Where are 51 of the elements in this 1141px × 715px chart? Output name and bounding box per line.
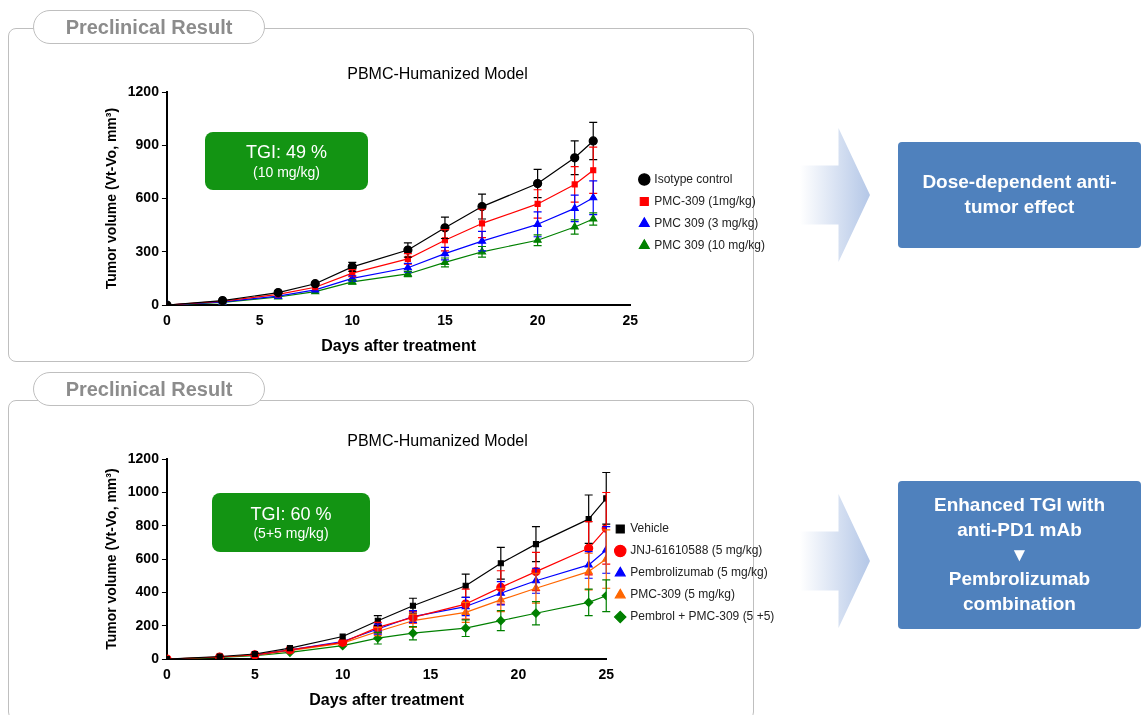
x-tick-label: 5 xyxy=(255,312,264,329)
annotation: (10 mg/kg) xyxy=(253,163,320,181)
y-tick-label: 400 xyxy=(135,583,160,600)
x-tick-label: 10 xyxy=(344,312,361,329)
y-axis-title: Tumor volume (Vt-Vo, mm³) xyxy=(103,468,120,650)
x-tick-label: 0 xyxy=(163,312,172,329)
x-tick-label: 5 xyxy=(250,666,259,683)
x-axis-title: Days after treatment xyxy=(309,690,465,708)
x-tick-label: 20 xyxy=(529,312,546,329)
x-tick-label: 15 xyxy=(437,312,453,329)
legend-label: PMC-309 (1mg/kg) xyxy=(654,193,756,208)
annotation: TGI: 60 % xyxy=(250,502,332,525)
callout-box: TGI: 49 % (10 mg/kg) xyxy=(205,132,368,190)
legend-label: Pembrol + PMC-309 (5 +5) xyxy=(630,609,775,624)
y-tick-label: 200 xyxy=(135,616,160,633)
text: Enhanced TGI with anti-PD1 mAb xyxy=(933,493,1106,542)
y-tick-label: 600 xyxy=(135,549,160,566)
y-tick-label: 0 xyxy=(151,649,160,666)
y-tick-label: 0 xyxy=(151,295,160,312)
callout-box: TGI: 60 % (5+5 mg/kg) xyxy=(212,493,370,552)
y-tick-label: 1200 xyxy=(127,83,160,100)
annotation: TGI: 49 % xyxy=(245,141,328,164)
x-tick-label: 20 xyxy=(510,666,527,683)
x-tick-label: 0 xyxy=(163,666,172,683)
y-tick-label: 1200 xyxy=(127,450,160,467)
x-tick-label: 25 xyxy=(622,312,639,329)
y-tick-label: 300 xyxy=(135,242,160,259)
legend-label: PMC 309 (10 mg/kg) xyxy=(654,237,766,252)
y-axis-title: Tumor volume (Vt-Vo, mm³) xyxy=(103,107,120,290)
legend-label: PMC 309 (3 mg/kg) xyxy=(654,215,759,230)
annotation: (5+5 mg/kg) xyxy=(253,525,329,543)
y-tick-label: 1000 xyxy=(127,483,160,500)
text: Dose-dependent anti-tumor effect xyxy=(921,170,1118,219)
legend-label: Pembrolizumab (5 mg/kg) xyxy=(630,565,768,580)
chart-title: PBMC-Humanized Model xyxy=(347,65,528,83)
legend-label: Isotype control xyxy=(654,171,733,186)
x-tick-label: 10 xyxy=(334,666,351,683)
y-tick-label: 800 xyxy=(135,516,160,533)
text: ▼ xyxy=(1010,542,1029,567)
legend-label: Vehicle xyxy=(630,521,670,536)
text: Pembrolizumab combination xyxy=(947,567,1092,617)
x-tick-label: 25 xyxy=(598,666,615,683)
legend-label: PMC-309 (5 mg/kg) xyxy=(630,587,735,602)
y-tick-label: 900 xyxy=(135,136,160,153)
x-axis-title: Days after treatment xyxy=(321,336,477,354)
legend-label: JNJ-61610588 (5 mg/kg) xyxy=(630,543,763,558)
x-tick-label: 15 xyxy=(422,666,439,683)
y-tick-label: 600 xyxy=(135,189,160,206)
chart-title: PBMC-Humanized Model xyxy=(347,432,528,450)
text: Preclinical Result xyxy=(65,377,233,401)
text: Preclinical Result xyxy=(65,15,233,39)
